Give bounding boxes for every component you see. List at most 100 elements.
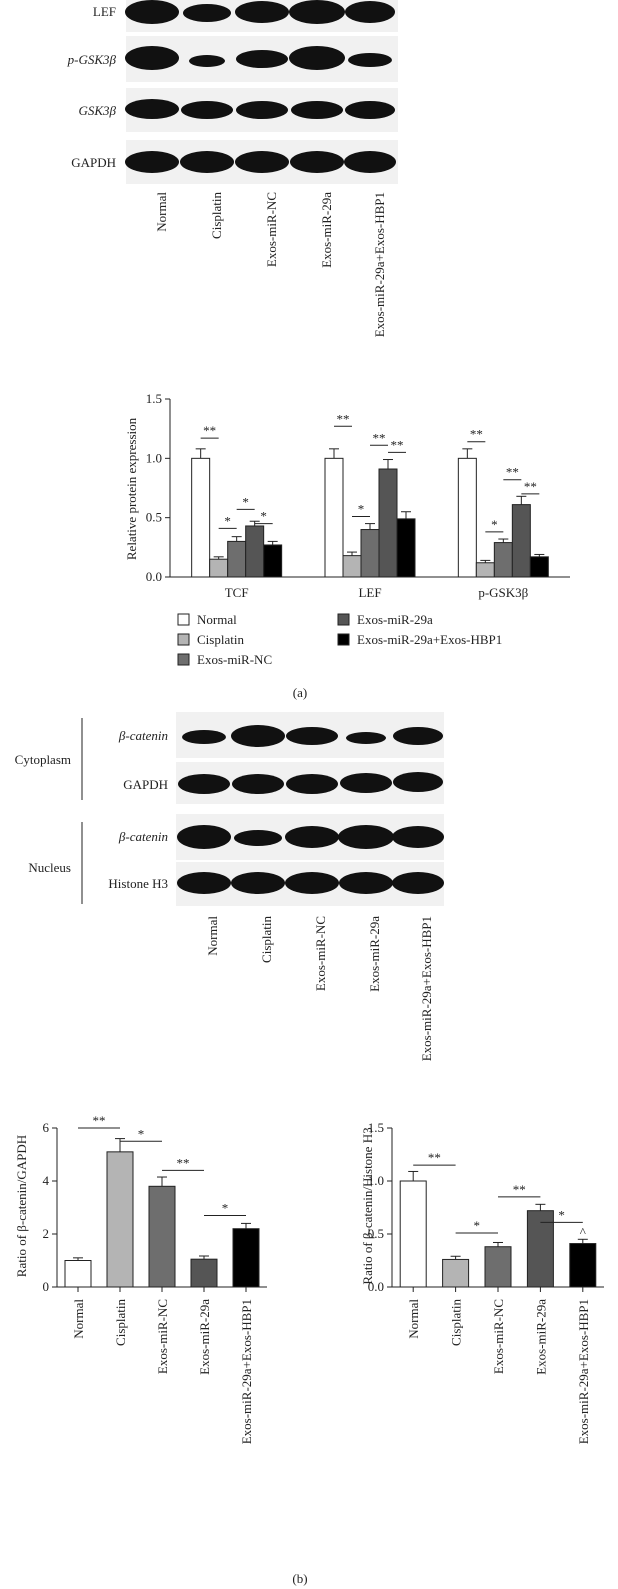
lane-label: Exos-miR-29a+Exos-HBP1	[419, 916, 434, 1061]
band	[189, 55, 225, 67]
blot-row-label: Histone H3	[108, 876, 168, 891]
significance-label: *	[474, 1218, 481, 1233]
bar	[324, 457, 344, 578]
chart2-marks: 0 2 4 6 Normal Cisplatin Exos-miR-NC Exos-miR-2…	[43, 1113, 267, 1444]
bar	[245, 525, 265, 578]
significance-label: *	[491, 517, 498, 532]
blot-bands-cyto-bcatenin	[182, 725, 443, 747]
bar	[569, 1243, 597, 1288]
bar	[442, 1258, 470, 1288]
band	[177, 872, 231, 894]
cytoplasm-label: Cytoplasm	[15, 752, 71, 767]
blot-row-label: p-GSK3β	[67, 52, 117, 67]
significance-label: *	[558, 1207, 565, 1222]
band	[346, 732, 386, 744]
significance-label: *	[224, 513, 231, 528]
blot-bands-gapdh-a	[125, 151, 396, 173]
significance-label: **	[506, 465, 519, 480]
x-tick-label: Exos-miR-NC	[155, 1299, 170, 1374]
legend: Normal Cisplatin Exos-miR-NC Exos-miR-29…	[177, 612, 502, 667]
y-axis-label: Ratio of β-catenin/Histone H3	[360, 1127, 375, 1284]
x-tick-label: Normal	[71, 1299, 86, 1339]
chart-bcatenin-gapdh: Ratio of β-catenin/GAPDH 0 2 4 6 Normal Cispl…	[14, 1113, 267, 1444]
blot-bands-gsk3b	[125, 99, 395, 119]
band	[286, 727, 338, 745]
blot-bands-p-gsk3b	[125, 46, 392, 70]
significance-label: **	[428, 1150, 441, 1165]
blot-row-label: β-catenin	[118, 829, 168, 844]
x-tick-label: Exos-miR-NC	[491, 1299, 506, 1374]
chart3-marks: 0.0 0.5 1.0 1.5 Normal Cisplatin Exos-miR-NC Ex…	[368, 1120, 604, 1444]
y-tick-label: 6	[43, 1120, 50, 1135]
lane-label: Exos-miR-29a	[319, 192, 334, 268]
band	[125, 46, 179, 70]
bar	[484, 1246, 512, 1288]
significance-label: **	[177, 1155, 190, 1170]
y-tick-label: 4	[43, 1173, 50, 1188]
band	[177, 825, 231, 849]
band	[291, 101, 343, 119]
significance-label: *	[222, 1200, 229, 1215]
bar	[263, 544, 283, 578]
lane-label: Exos-miR-NC	[264, 192, 279, 267]
significance-label: **	[203, 423, 216, 438]
band	[182, 730, 226, 744]
significance-label: *	[138, 1126, 145, 1141]
bar	[148, 1185, 176, 1288]
band	[181, 101, 233, 119]
band	[235, 1, 289, 23]
bar	[399, 1180, 427, 1288]
bar	[457, 457, 477, 578]
lane-label: Normal	[205, 916, 220, 956]
x-tick-label: Cisplatin	[113, 1299, 128, 1346]
legend-label: Exos-miR-29a+Exos-HBP1	[357, 632, 502, 647]
y-tick-label: 0.0	[146, 569, 162, 584]
significance-label: *	[242, 494, 249, 509]
annotation-label: ^	[580, 1224, 586, 1239]
band	[392, 872, 444, 894]
blot-row-label: LEF	[93, 4, 116, 19]
legend-label: Exos-miR-NC	[197, 652, 272, 667]
panel-caption-b: (b)	[292, 1571, 307, 1586]
blot-bands-lef	[125, 0, 395, 24]
blot-row-label: β-catenin	[118, 728, 168, 743]
y-tick-label: 0.5	[368, 1226, 384, 1241]
lane-label: Cisplatin	[209, 192, 224, 239]
band	[392, 826, 444, 848]
band	[234, 830, 282, 846]
legend-label: Exos-miR-29a	[357, 612, 433, 627]
significance-label: *	[260, 509, 267, 524]
lane-label: Exos-miR-29a+Exos-HBP1	[372, 192, 387, 337]
band	[345, 101, 395, 119]
bar	[342, 555, 362, 578]
y-axis-label: Relative protein expression	[124, 417, 139, 560]
legend-swatch-exos-mir-29a	[337, 613, 350, 626]
band	[125, 99, 179, 119]
blot-bands-cyto-gapdh	[178, 772, 443, 794]
significance-label: *	[358, 501, 365, 516]
lane-label: Normal	[154, 192, 169, 232]
band	[183, 4, 231, 22]
band	[344, 151, 396, 173]
bar	[526, 1210, 554, 1288]
y-tick-label: 0	[43, 1279, 50, 1294]
blot-bands-nuc-histone	[177, 872, 444, 894]
x-tick-label: LEF	[358, 585, 381, 600]
band	[290, 151, 344, 173]
x-tick-label: Normal	[406, 1299, 421, 1339]
band	[285, 826, 339, 848]
y-tick-label: 1.5	[146, 391, 162, 406]
legend-swatch-exos-mir-29a-hbp1	[337, 633, 350, 646]
y-tick-label: 1.0	[146, 450, 162, 465]
panel-b-blot: β-catenin GAPDH β-catenin Histone H3 Cyt…	[15, 712, 444, 1061]
band	[338, 825, 394, 849]
significance-label: **	[373, 430, 386, 445]
y-axis-label: Ratio of β-catenin/GAPDH	[14, 1135, 29, 1277]
band	[393, 727, 443, 745]
lane-label: Exos-miR-NC	[313, 916, 328, 991]
x-tick-label: Exos-miR-29a+Exos-HBP1	[239, 1299, 254, 1444]
blot-bands-nuc-bcatenin	[177, 825, 444, 849]
significance-label: **	[337, 411, 350, 426]
chart-relative-protein-expression: Relative protein expression 0.0 0.5 1.0 1.5…	[124, 391, 570, 600]
